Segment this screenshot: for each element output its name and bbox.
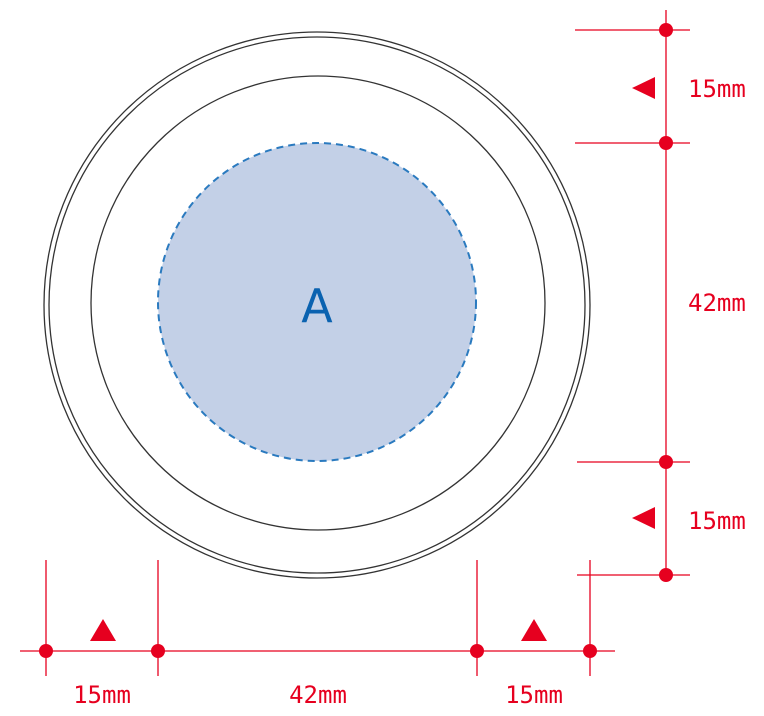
dimension-label-vertical-center: 42mm <box>688 289 746 317</box>
dimension-label-bottom: 15mm <box>688 507 746 535</box>
dimension-point <box>151 644 165 658</box>
dimension-label-left: 15mm <box>73 681 131 709</box>
outer-rim-circle <box>43 31 591 579</box>
arrow-marker-up <box>90 619 116 641</box>
dimension-point <box>659 23 673 37</box>
vertical-dimension <box>575 10 690 576</box>
dimension-point <box>583 644 597 658</box>
dimension-point <box>470 644 484 658</box>
dimension-label-horizontal-center: 42mm <box>289 681 347 709</box>
arrow-marker-left <box>632 77 655 99</box>
arrow-marker-up <box>521 619 547 641</box>
outer-rim-inner-circle <box>48 36 586 574</box>
inner-rim-circle <box>90 75 546 531</box>
dimension-point <box>659 455 673 469</box>
vertical-dimension-points <box>632 23 673 582</box>
dimension-point <box>659 136 673 150</box>
dimension-point <box>659 568 673 582</box>
dimension-label-right: 15mm <box>505 681 563 709</box>
horizontal-dimension-points <box>39 619 597 658</box>
arrow-marker-left <box>632 507 655 529</box>
printable-area-label: A <box>301 279 333 333</box>
product-outline <box>43 31 591 579</box>
printable-area <box>157 142 477 462</box>
dimension-point <box>39 644 53 658</box>
dimension-label-top: 15mm <box>688 75 746 103</box>
